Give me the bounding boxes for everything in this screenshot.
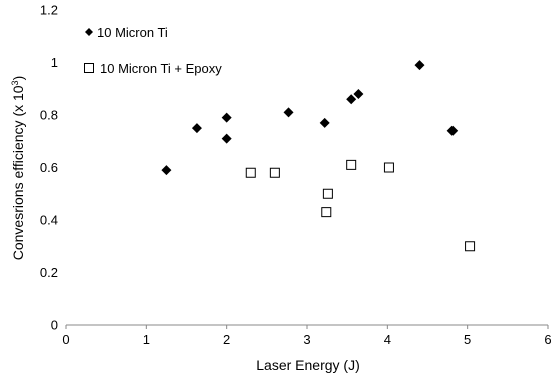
data-points <box>161 60 476 252</box>
data-point-diamond <box>414 60 425 71</box>
legend-label-series-1: 10 Micron Ti <box>97 25 168 40</box>
y-tick-label: 0 <box>51 318 58 333</box>
data-point-square <box>269 167 280 178</box>
data-point-diamond <box>448 125 459 136</box>
data-point-diamond <box>221 133 232 144</box>
x-tick-label: 6 <box>544 332 551 347</box>
y-tick-label: 0.6 <box>40 160 58 175</box>
data-point-square <box>321 207 332 218</box>
data-point-diamond <box>221 112 232 123</box>
data-point-square <box>322 188 333 199</box>
data-point-diamond <box>353 89 364 99</box>
data-point-diamond <box>161 165 172 176</box>
y-axis-label-main: Convesrions efficiency (x 10 <box>10 85 26 260</box>
y-tick-label: 0.2 <box>40 265 58 280</box>
data-point-square <box>346 159 357 170</box>
x-tick-label: 1 <box>143 332 150 347</box>
y-axis-ticks: 0 0.2 0.4 0.6 0.8 1 1.2 <box>40 3 58 333</box>
data-point-diamond <box>319 117 330 128</box>
x-tick-label: 2 <box>223 332 230 347</box>
legend: 10 Micron Ti 10 Micron Ti + Epoxy <box>84 25 222 76</box>
data-point-square <box>245 167 256 178</box>
x-tick-label: 0 <box>62 332 69 347</box>
x-axis-label: Laser Energy (J) <box>256 357 359 373</box>
data-point-diamond <box>191 123 202 134</box>
x-tick-label: 3 <box>303 332 310 347</box>
x-axis-ticks: 0 1 2 3 4 5 6 <box>62 325 552 347</box>
legend-label-series-2: 10 Micron Ti + Epoxy <box>100 61 222 76</box>
data-point-diamond <box>283 107 294 118</box>
legend-marker-square <box>84 63 94 73</box>
legend-marker-diamond <box>85 28 93 36</box>
y-tick-label: 1 <box>51 55 58 70</box>
y-axis-label-end: ) <box>10 76 26 81</box>
y-tick-label: 0.8 <box>40 108 58 123</box>
y-tick-label: 1.2 <box>40 3 58 18</box>
data-point-square <box>383 162 394 173</box>
x-tick-label: 4 <box>384 332 391 347</box>
y-axis-label-superscript: 3 <box>10 80 20 85</box>
data-point-square <box>465 241 476 252</box>
data-point-diamond <box>346 94 357 105</box>
y-tick-label: 0.4 <box>40 213 58 228</box>
x-tick-label: 5 <box>464 332 471 347</box>
y-axis-label: Convesrions efficiency (x 103) <box>10 76 26 261</box>
